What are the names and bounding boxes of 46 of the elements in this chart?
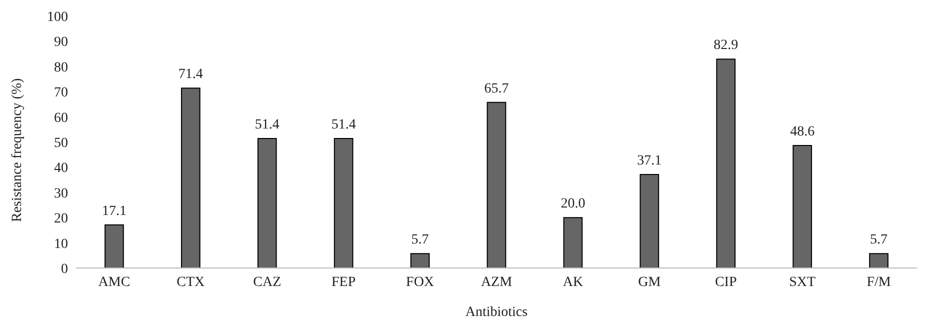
bar: [792, 145, 812, 268]
x-axis-title: Antibiotics: [465, 305, 528, 320]
data-label: 37.1: [637, 154, 662, 169]
x-tick-label: GM: [638, 274, 662, 290]
data-label: 65.7: [484, 81, 509, 96]
y-tick-label: 10: [54, 236, 68, 252]
data-label: 20.0: [560, 196, 586, 212]
y-tick-label: 30: [54, 186, 68, 202]
y-tick-label: 70: [54, 86, 68, 101]
x-tick-label: AMC: [98, 274, 130, 290]
y-tick-label: 90: [54, 35, 68, 50]
bar: [334, 138, 354, 268]
data-label: 51.4: [331, 117, 356, 132]
bar: [563, 217, 583, 268]
data-label: 71.4: [178, 67, 203, 82]
y-tick-label: 60: [54, 110, 68, 126]
x-tick-label: CIP: [714, 274, 737, 290]
y-tick-label: 100: [47, 10, 68, 25]
data-label: 48.6: [790, 124, 815, 140]
y-axis-title: Resistance frequency (%): [10, 78, 25, 222]
y-tick-label: 20: [54, 212, 68, 227]
x-tick-label: AK: [562, 274, 584, 290]
bar: [181, 88, 200, 268]
data-label: 5.7: [411, 232, 429, 248]
x-tick-label: FOX: [406, 274, 434, 290]
bar: [104, 224, 124, 268]
data-label: 51.4: [254, 117, 280, 132]
data-label: 82.9: [714, 38, 738, 54]
y-tick-label: 50: [54, 136, 68, 151]
data-label: 5.7: [870, 232, 888, 248]
y-tick-label: 40: [54, 161, 68, 176]
x-tick-label: FEP: [332, 274, 356, 290]
x-tick-label: SXT: [789, 274, 816, 290]
bar: [716, 58, 736, 268]
x-tick-label: AZM: [480, 274, 513, 290]
x-tick-label: CTX: [176, 274, 205, 290]
x-tick-label: CAZ: [253, 274, 282, 290]
bar: [410, 253, 430, 268]
bar: [869, 253, 888, 268]
bar: [486, 102, 506, 268]
bar: [257, 138, 277, 268]
y-tick-label: 0: [61, 262, 68, 277]
x-tick-label: F/M: [866, 274, 892, 290]
y-tick-label: 80: [54, 60, 68, 76]
data-label: 17.1: [102, 204, 126, 219]
bar: [640, 174, 660, 268]
